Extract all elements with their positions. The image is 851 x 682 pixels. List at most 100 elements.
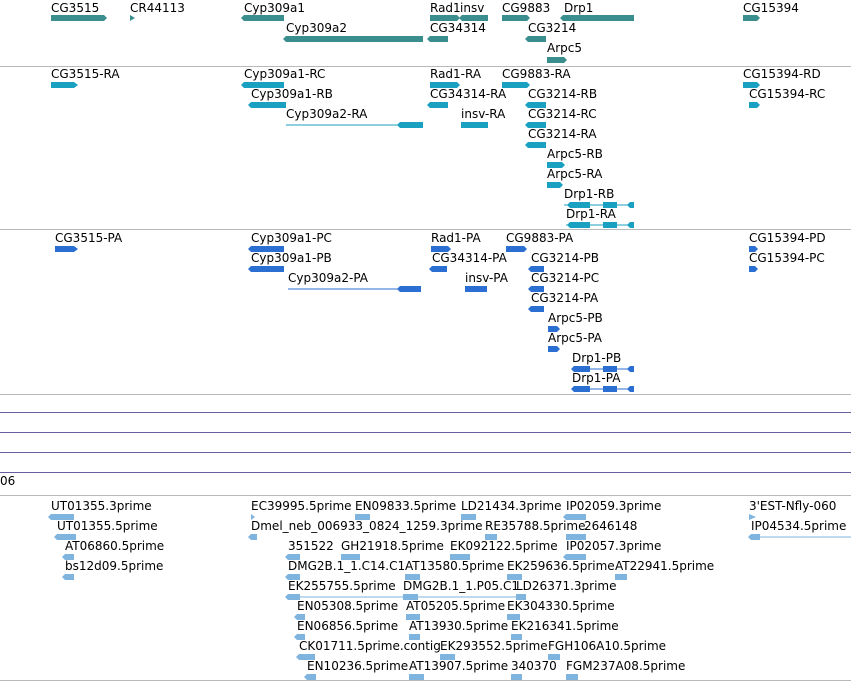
transcript-label[interactable]: Rad1-RA	[430, 67, 482, 81]
est-label[interactable]: AT06860.5prime	[65, 539, 165, 553]
est-label[interactable]: EC39995.5prime	[251, 499, 352, 513]
transcript-label[interactable]: CG34314-RA	[430, 87, 507, 101]
est-label[interactable]: EK255755.5prime	[288, 579, 396, 593]
est-label[interactable]: CK01711.5prime.contig	[299, 639, 441, 653]
transcript-bar	[397, 122, 423, 128]
est-label[interactable]: 351522	[288, 539, 334, 553]
gene-label[interactable]: CG3214	[528, 21, 577, 35]
est-label[interactable]: AT22941.5prime	[615, 559, 715, 573]
protein-label[interactable]: CG34314-PA	[432, 251, 507, 265]
est-label[interactable]: EK304330.5prime	[507, 599, 615, 613]
est-label[interactable]: EN09833.5prime	[355, 499, 457, 513]
est-label[interactable]: AT13580.5prime	[405, 559, 505, 573]
protein-label[interactable]: Drp1-PB	[572, 351, 622, 365]
transcript-bar	[547, 162, 565, 168]
gene-label[interactable]: CR44113	[130, 1, 185, 15]
est-label[interactable]: UT01355.3prime	[51, 499, 152, 513]
gene-label[interactable]: insv	[460, 1, 485, 15]
est-label[interactable]: GH21918.5prime	[341, 539, 444, 553]
est-label[interactable]: FGM237A08.5prime	[566, 659, 686, 673]
gene-label[interactable]: Rad1	[430, 1, 461, 15]
est-label[interactable]: 3'EST-Nfly-060	[749, 499, 837, 513]
gene-label[interactable]: CG3515	[51, 1, 100, 15]
transcript-label[interactable]: Cyp309a1-RB	[251, 87, 333, 101]
transcript-label[interactable]: Arpc5-RB	[547, 147, 603, 161]
est-bar	[566, 534, 586, 540]
gene-label[interactable]: CG34314	[430, 21, 486, 35]
est-label[interactable]: EK216341.5prime	[511, 619, 619, 633]
transcript-label[interactable]: CG15394-RC	[749, 87, 826, 101]
transcript-label[interactable]: Cyp309a2-RA	[286, 107, 368, 121]
protein-label[interactable]: Cyp309a2-PA	[288, 271, 368, 285]
protein-label[interactable]: Arpc5-PA	[548, 331, 602, 345]
est-label[interactable]: LD26371.3prime	[516, 579, 617, 593]
transcript-bar	[248, 102, 286, 108]
gene-label[interactable]: Cyp309a1	[244, 1, 305, 15]
est-label[interactable]: FGH106A10.5prime	[548, 639, 667, 653]
gene-label[interactable]: CG9883	[502, 1, 551, 15]
protein-label[interactable]: Rad1-PA	[431, 231, 481, 245]
protein-label[interactable]: CG15394-PD	[749, 231, 826, 245]
est-label[interactable]: DMG2B.1_1.C14.C1	[288, 559, 406, 573]
transcript-label[interactable]: Drp1-RB	[564, 187, 615, 201]
est-label[interactable]: IP04534.5prime	[751, 519, 847, 533]
transcript-label[interactable]: CG3515-RA	[51, 67, 120, 81]
est-label[interactable]: LD21434.3prime	[461, 499, 562, 513]
protein-bar	[55, 246, 78, 252]
protein-label[interactable]: CG3214-PA	[531, 291, 599, 305]
est-label[interactable]: EK293552.5prime	[440, 639, 548, 653]
est-bar	[355, 514, 370, 520]
est-label[interactable]: 2646148	[584, 519, 638, 533]
transcript-label[interactable]: Cyp309a1-RC	[244, 67, 326, 81]
transcript-label[interactable]: CG15394-RD	[743, 67, 821, 81]
gene-label[interactable]: CG15394	[743, 1, 799, 15]
protein-label[interactable]: CG3214-PC	[531, 271, 600, 285]
track-separator	[0, 495, 851, 496]
est-label[interactable]: IP02057.3prime	[566, 539, 662, 553]
est-label[interactable]: RE35788.5prime	[485, 519, 586, 533]
protein-label[interactable]: Cyp309a1-PB	[251, 251, 332, 265]
est-bar	[62, 554, 74, 560]
est-label[interactable]: AT13930.5prime	[409, 619, 509, 633]
gene-label[interactable]: Arpc5	[547, 41, 582, 55]
gene-bar-cyp309a1	[241, 15, 284, 21]
gene-bar-cg34314	[427, 36, 448, 42]
gene-bar-rad1	[430, 15, 460, 21]
transcript-label[interactable]: Arpc5-RA	[547, 167, 603, 181]
transcript-glyphs	[51, 82, 760, 228]
est-label[interactable]: 340370	[511, 659, 557, 673]
transcript-bar	[743, 82, 760, 88]
gene-label[interactable]: Cyp309a2	[286, 21, 347, 35]
protein-label[interactable]: CG15394-PC	[749, 251, 825, 265]
protein-label[interactable]: CG9883-PA	[506, 231, 574, 245]
protein-label[interactable]: Arpc5-PB	[548, 311, 603, 325]
transcript-label[interactable]: Drp1-RA	[566, 207, 616, 221]
protein-label[interactable]: Cyp309a1-PC	[251, 231, 332, 245]
protein-label[interactable]: Drp1-PA	[572, 371, 621, 385]
est-label[interactable]: IP02059.3prime	[566, 499, 662, 513]
protein-label[interactable]: insv-PA	[465, 271, 508, 285]
est-bar	[294, 634, 305, 640]
transcript-label[interactable]: CG3214-RB	[528, 87, 598, 101]
transcript-label[interactable]: insv-RA	[461, 107, 506, 121]
partial-label: 06	[0, 474, 16, 488]
est-label[interactable]: EN06856.5prime	[297, 619, 399, 633]
est-label[interactable]: EK092122.5prime	[450, 539, 558, 553]
transcript-track: CG3515-RA Cyp309a1-RC Rad1-RA CG9883-RA …	[0, 0, 851, 229]
gene-label[interactable]: Drp1	[564, 1, 594, 15]
protein-label[interactable]: CG3515-PA	[55, 231, 123, 245]
est-label[interactable]: DMG2B.1_1.P05.C1	[403, 579, 519, 593]
est-label[interactable]: EN05308.5prime	[297, 599, 399, 613]
est-label[interactable]: EK259636.5prime	[507, 559, 615, 573]
protein-label[interactable]: CG3214-PB	[531, 251, 600, 265]
transcript-label[interactable]: CG9883-RA	[502, 67, 571, 81]
est-label[interactable]: bs12d09.5prime	[65, 559, 164, 573]
est-label[interactable]: Dmel_neb_006933_0824_1259.3prime	[251, 519, 483, 533]
est-label[interactable]: AT05205.5prime	[406, 599, 506, 613]
transcript-label[interactable]: CG3214-RC	[528, 107, 597, 121]
est-label[interactable]: AT13907.5prime	[409, 659, 509, 673]
est-label[interactable]: UT01355.5prime	[57, 519, 158, 533]
est-label[interactable]: EN10236.5prime	[307, 659, 409, 673]
transcript-label[interactable]: CG3214-RA	[528, 127, 597, 141]
